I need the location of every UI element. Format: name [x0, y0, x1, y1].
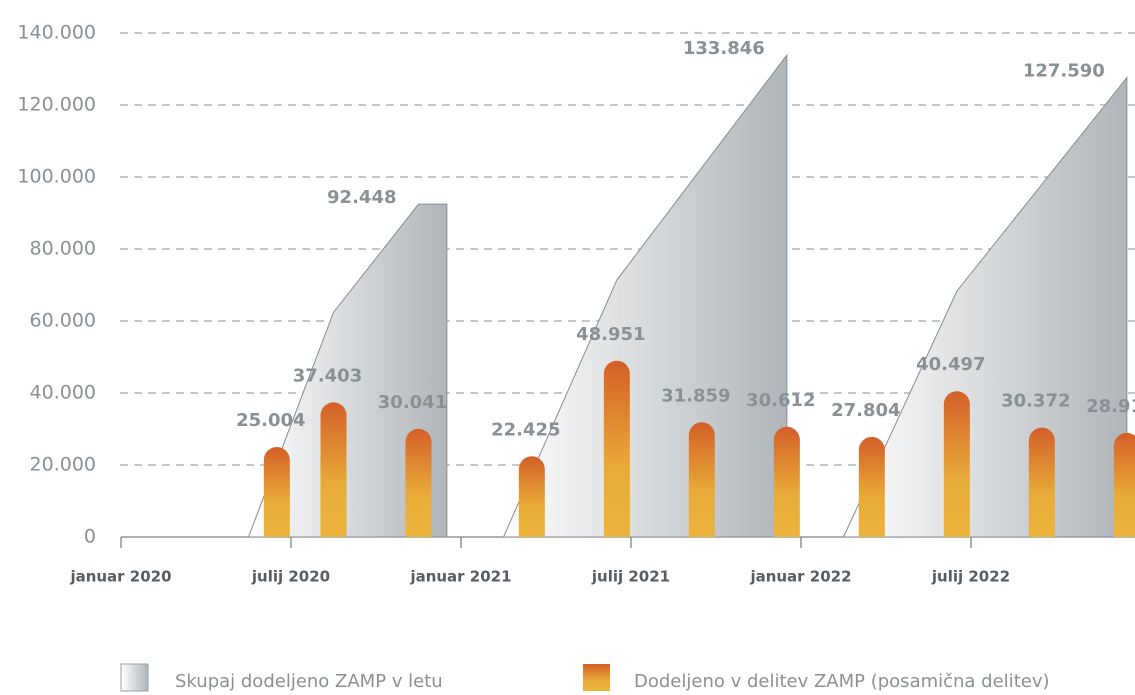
bar [688, 422, 715, 537]
value-label: 30.612 [746, 390, 815, 411]
value-label: 28.917 [1086, 396, 1135, 417]
x-tick-label: julij 2020 [251, 568, 330, 586]
bar [858, 436, 885, 537]
value-label: 30.041 [378, 392, 447, 413]
y-tick-label: 140.000 [17, 22, 96, 44]
legend-swatch [120, 663, 149, 692]
x-tick-label: julij 2021 [591, 568, 670, 586]
y-tick-label: 60.000 [30, 310, 96, 332]
area [842, 76, 1128, 538]
bar [1028, 427, 1055, 537]
y-tick-label: 120.000 [17, 94, 96, 116]
value-label: 92.448 [327, 187, 396, 208]
y-tick-label: 80.000 [30, 238, 96, 260]
y-tick-label: 40.000 [30, 382, 96, 404]
bar [773, 426, 800, 537]
bar [405, 428, 432, 537]
value-label: 25.004 [236, 410, 305, 431]
bar [518, 456, 545, 537]
y-tick-label: 20.000 [30, 454, 96, 476]
value-label: 133.846 [683, 38, 765, 59]
value-label: 30.372 [1001, 391, 1070, 412]
bar [320, 402, 347, 537]
bar [943, 391, 970, 537]
value-label: 27.804 [831, 400, 900, 421]
bar [1113, 432, 1135, 537]
value-label: 127.590 [1023, 61, 1105, 82]
area [502, 53, 788, 538]
x-tick-label: januar 2020 [69, 568, 171, 586]
legend-swatch [583, 664, 610, 691]
y-tick-label: 0 [84, 526, 96, 548]
legend-label: Skupaj dodeljeno ZAMP v letu [175, 671, 443, 692]
y-tick-label: 100.000 [17, 166, 96, 188]
value-label: 22.425 [491, 419, 560, 440]
x-tick-label: januar 2022 [749, 568, 851, 586]
bar [263, 446, 290, 537]
value-label: 48.951 [576, 324, 645, 345]
value-label: 31.859 [661, 385, 730, 406]
legend-label: Dodeljeno v delitev ZAMP (posamična deli… [634, 671, 1050, 692]
x-tick-label: julij 2022 [931, 568, 1010, 586]
value-label: 40.497 [916, 354, 985, 375]
x-tick-label: januar 2021 [409, 568, 511, 586]
value-label: 37.403 [293, 365, 362, 386]
bar [603, 360, 630, 537]
